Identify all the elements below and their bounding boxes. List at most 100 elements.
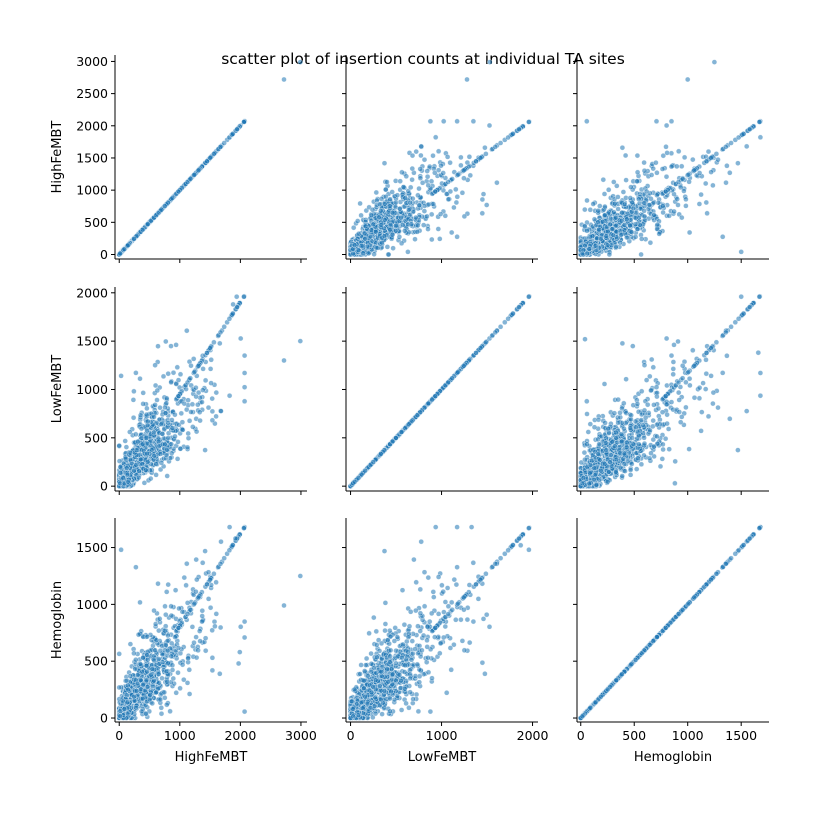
data-point bbox=[393, 178, 399, 184]
y-tick-label: 0 bbox=[100, 247, 108, 262]
data-point bbox=[607, 221, 613, 228]
data-point bbox=[668, 163, 675, 170]
data-point bbox=[723, 144, 729, 150]
data-point bbox=[637, 222, 643, 228]
data-point bbox=[634, 169, 641, 175]
data-point bbox=[387, 196, 393, 202]
data-point bbox=[654, 192, 660, 198]
data-point bbox=[430, 153, 436, 159]
y-axis-label: HighFeMBT bbox=[50, 121, 65, 194]
data-point bbox=[613, 229, 620, 235]
data-point bbox=[615, 194, 621, 200]
data-point bbox=[454, 194, 460, 200]
data-point bbox=[458, 162, 464, 169]
data-point bbox=[421, 157, 428, 163]
data-point bbox=[647, 240, 654, 246]
data-point bbox=[728, 140, 734, 146]
data-point bbox=[238, 335, 244, 342]
data-point bbox=[403, 173, 409, 179]
data-point bbox=[402, 195, 408, 201]
data-point bbox=[623, 177, 629, 183]
data-point bbox=[418, 152, 424, 159]
data-point bbox=[604, 242, 611, 248]
data-point bbox=[413, 148, 419, 155]
data-point bbox=[613, 215, 619, 221]
data-point bbox=[679, 163, 685, 169]
data-point bbox=[632, 221, 639, 227]
data-point bbox=[387, 226, 393, 233]
data-point bbox=[630, 205, 637, 212]
data-point bbox=[624, 234, 630, 241]
data-point bbox=[483, 151, 489, 157]
data-point bbox=[629, 199, 635, 206]
data-point bbox=[140, 226, 146, 233]
outlier-point bbox=[405, 249, 411, 255]
data-point bbox=[213, 389, 219, 396]
data-point bbox=[398, 240, 405, 246]
data-point bbox=[397, 178, 403, 184]
data-point bbox=[648, 196, 654, 202]
data-point bbox=[398, 215, 404, 221]
data-point bbox=[376, 201, 383, 207]
data-point bbox=[407, 199, 413, 206]
data-point bbox=[727, 170, 733, 176]
data-point bbox=[674, 163, 680, 170]
data-point bbox=[686, 229, 693, 236]
data-point bbox=[675, 202, 681, 208]
data-point bbox=[696, 201, 703, 207]
data-point bbox=[387, 222, 394, 228]
data-point bbox=[703, 199, 709, 206]
data-point bbox=[204, 158, 210, 164]
data-point bbox=[432, 170, 438, 176]
data-point bbox=[641, 200, 647, 206]
data-point bbox=[671, 208, 677, 215]
data-point bbox=[393, 199, 399, 206]
data-point bbox=[416, 202, 422, 209]
outlier-point bbox=[297, 59, 303, 65]
data-point bbox=[641, 213, 648, 220]
data-point bbox=[155, 343, 161, 349]
data-point bbox=[362, 230, 368, 237]
data-point bbox=[383, 186, 389, 193]
data-point bbox=[704, 210, 710, 216]
data-point bbox=[627, 222, 633, 229]
data-point bbox=[226, 393, 233, 399]
data-point bbox=[413, 214, 419, 221]
data-point bbox=[663, 188, 669, 195]
data-point bbox=[615, 206, 621, 212]
data-point bbox=[715, 157, 721, 163]
data-point bbox=[492, 144, 498, 150]
data-point bbox=[421, 208, 428, 214]
data-point bbox=[681, 154, 688, 161]
data-point bbox=[494, 180, 500, 186]
data-point bbox=[357, 200, 363, 207]
data-point bbox=[409, 165, 415, 172]
data-point bbox=[449, 176, 455, 182]
data-point bbox=[131, 236, 137, 242]
data-point bbox=[479, 210, 485, 216]
data-point bbox=[602, 212, 608, 218]
data-point bbox=[627, 195, 633, 201]
data-point bbox=[486, 122, 493, 129]
data-point bbox=[409, 177, 415, 183]
data-point bbox=[408, 184, 414, 191]
data-point bbox=[678, 184, 684, 191]
data-point bbox=[435, 148, 442, 154]
data-point bbox=[617, 239, 623, 246]
panel-HighFeMBT-vs-Hemoglobin bbox=[573, 55, 769, 263]
data-point bbox=[619, 210, 625, 216]
data-point bbox=[350, 250, 356, 257]
data-point bbox=[369, 207, 376, 213]
data-point bbox=[646, 202, 653, 208]
data-point bbox=[213, 413, 219, 420]
data-point bbox=[174, 456, 181, 462]
data-point bbox=[190, 424, 196, 430]
data-point bbox=[424, 174, 431, 180]
data-point bbox=[425, 226, 431, 232]
data-point bbox=[409, 152, 416, 159]
data-point bbox=[664, 150, 670, 156]
data-point bbox=[438, 163, 444, 169]
data-point bbox=[584, 228, 590, 234]
data-point bbox=[461, 175, 467, 181]
